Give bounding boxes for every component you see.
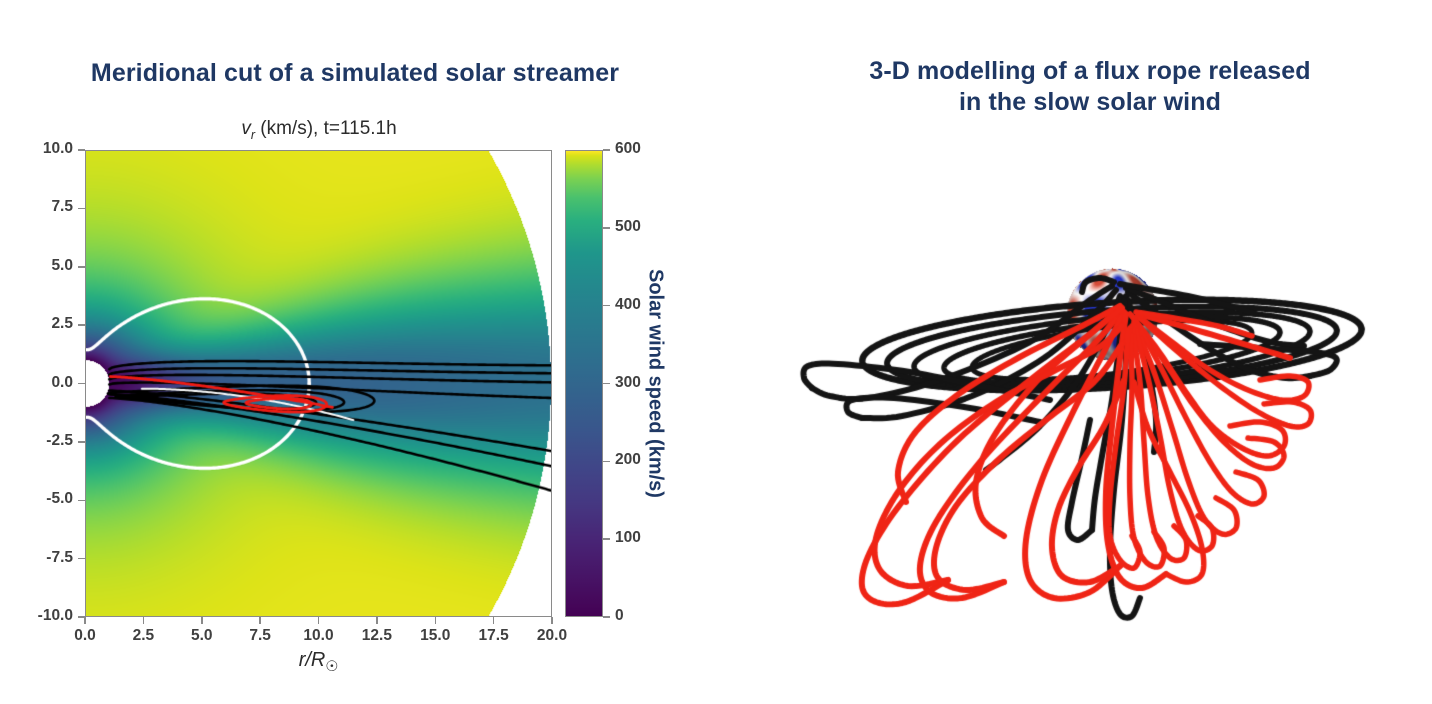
plot-title-variable: v [241,118,251,139]
y-axis-tick-label: 7.5 [51,198,73,216]
y-axis-tick-label: 10.0 [42,140,73,157]
x-axis-tick-label: 12.5 [361,627,392,644]
y-axis-tick-mark [78,266,85,268]
x-axis-tick-label: 0.0 [74,627,96,644]
y-axis-tick-mark [78,557,85,560]
y-axis-tick-label: 5.0 [51,256,73,274]
y-axis-tick-mark [78,324,85,326]
heatmap-axes [85,150,552,617]
y-axis-tick-mark [78,441,85,443]
colorbar-tick-mark [603,382,610,385]
x-axis-tick-mark [376,617,378,624]
x-axis-tick-label: 10.0 [303,627,334,644]
colorbar-tick-label: 600 [615,140,641,157]
colorbar-tick-mark [603,304,610,307]
x-axis-label-sub: ☉ [325,659,339,675]
x-axis-tick-label: 2.5 [132,627,155,644]
meridional-cut-figure: vr (km/s), t=115.1h 10.0 7.5 5.0 2.5 0.0 -2.5… [0,110,716,690]
x-axis-label: r/R☉ [85,649,552,675]
colorbar-tick-mark [603,538,610,540]
plot-title-suffix: (km/s), t=115.1h [255,118,397,139]
right-panel-heading-line1: 3-D modelling of a flux rope released [869,57,1311,85]
colorbar-tick-label: 500 [615,217,641,235]
colorbar-tick-label: 100 [615,529,641,547]
right-panel-heading-line2: in the slow solar wind [959,87,1221,116]
colorbar-tick-mark [603,460,610,463]
colorbar-tick-label: 200 [615,451,641,469]
x-axis-tick-mark [84,617,86,624]
colorbar-tick-label: 300 [615,373,641,391]
colorbar-tick-mark [603,149,610,151]
colorbar-tick-mark [603,227,610,229]
y-axis-tick-label: -5.0 [46,490,73,508]
y-axis-tick-mark [78,149,85,151]
plot-title: vr (km/s), t=115.1h [85,118,553,142]
colorbar-tick-mark [603,616,610,618]
y-axis-tick-mark [78,499,85,502]
plot-title-subscript: r [250,127,255,142]
colorbar-tick-label: 400 [615,295,641,313]
colorbar-axis-label-text: Solar wind speed (km/s) [644,269,667,498]
x-axis-tick-mark [317,617,320,624]
y-axis-tick-label: 2.5 [51,315,73,333]
x-axis-label-main: r/R [298,649,326,671]
field-line-overlay [86,151,551,616]
x-axis-tick-label: 7.5 [249,627,271,644]
x-axis-tick-label: 15.0 [420,627,451,644]
x-axis-tick-mark [259,617,261,624]
x-axis-tick-mark [492,617,495,624]
y-axis-tick-label: -2.5 [46,431,73,449]
x-axis-tick-mark [142,617,145,624]
x-axis-tick-mark [434,617,437,624]
x-axis-tick-mark [551,617,553,624]
x-axis-tick-label: 5.0 [190,627,213,644]
y-axis-tick-mark [78,616,85,618]
flux-rope-3d-figure [790,230,1390,650]
flux-rope-3d-render [790,230,1390,650]
right-panel-heading: 3-D modelling of a flux rope released in… [790,56,1390,117]
colorbar-gradient [565,150,603,617]
y-axis-tick-mark [78,207,85,210]
colorbar-tick-label: 0 [615,607,624,624]
x-axis-tick-mark [201,617,203,624]
colorbar-axis-label: Solar wind speed (km/s) [640,150,670,617]
x-axis-tick-label: 20.0 [536,627,568,644]
left-panel-heading: Meridional cut of a simulated solar stre… [90,59,620,87]
y-axis-tick-label: 0.0 [51,373,73,391]
x-axis-tick-label: 17.5 [478,627,509,644]
y-axis-tick-label: -10.0 [37,607,73,624]
y-axis-tick-mark [78,382,85,385]
y-axis-tick-label: -7.5 [46,548,73,566]
